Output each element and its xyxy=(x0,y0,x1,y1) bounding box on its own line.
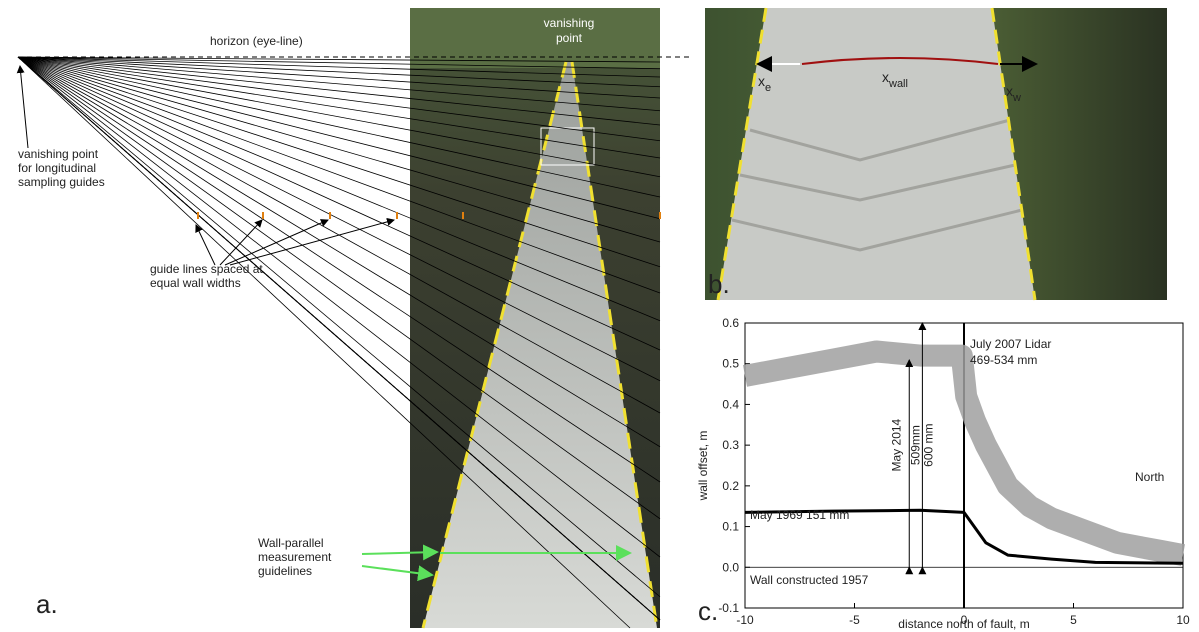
y-tick-label: 0.0 xyxy=(722,560,739,574)
label: sampling guides xyxy=(18,175,105,189)
x-tick-label: -5 xyxy=(849,613,860,627)
arrow xyxy=(16,65,29,149)
guide-line xyxy=(17,56,661,159)
symbol: xe xyxy=(758,73,771,94)
y-tick-label: 0.1 xyxy=(722,520,739,534)
guide-line xyxy=(17,56,661,268)
guide-line xyxy=(17,56,661,621)
y-tick-label: 0.2 xyxy=(722,479,739,493)
arrow xyxy=(361,565,434,582)
label: point xyxy=(556,31,583,45)
y-tick-label: 0.6 xyxy=(722,316,739,330)
guide-line xyxy=(17,56,661,70)
x-tick-label: 5 xyxy=(1070,613,1077,627)
guide-line xyxy=(17,56,661,243)
x-axis-label: distance north of fault, m xyxy=(898,617,1029,631)
guide-line xyxy=(17,56,631,629)
label: guide lines spaced at xyxy=(150,262,263,276)
measure-label: 600 mm xyxy=(921,423,935,466)
arrow xyxy=(224,219,329,266)
photo-trees xyxy=(410,8,660,68)
label: vanishing xyxy=(544,16,595,30)
series-line xyxy=(744,508,1184,565)
annotation: North xyxy=(1135,470,1164,484)
label: horizon (eye-line) xyxy=(210,34,303,48)
symbols: xe xwall xw xyxy=(758,69,1021,104)
guide-line xyxy=(17,56,661,178)
wall-edge xyxy=(421,61,568,629)
panel-label: c. xyxy=(698,596,718,626)
guide-line xyxy=(17,56,661,198)
guide-line xyxy=(17,56,661,88)
guide-line xyxy=(17,56,661,322)
panel-label: b. xyxy=(708,269,730,299)
annotation: May 2014 xyxy=(889,418,903,471)
label: measurement xyxy=(258,550,332,564)
arrow xyxy=(219,219,263,266)
guide-line xyxy=(17,56,661,142)
wall-edge xyxy=(570,61,659,629)
annotation: 469-534 mm xyxy=(970,353,1037,367)
guide-line xyxy=(17,56,661,63)
guide-line xyxy=(17,56,661,126)
y-tick-label: 0.5 xyxy=(722,357,739,371)
annotation: July 2007 Lidar xyxy=(970,337,1051,351)
y-axis-label: wall offset, m xyxy=(696,431,710,502)
y-tick-label: 0.4 xyxy=(722,397,739,411)
y-tick-label: -0.1 xyxy=(718,601,739,615)
panel-label: a. xyxy=(36,589,58,619)
arrow xyxy=(229,217,395,266)
wall-texture xyxy=(731,118,1023,252)
wall-edge xyxy=(990,7,1037,301)
guide-line xyxy=(17,56,661,99)
series-line xyxy=(742,340,1186,566)
label: Wall-parallel xyxy=(258,536,324,550)
guide-line xyxy=(17,56,661,558)
annotation: Wall constructed 1957 xyxy=(750,573,869,587)
measure-label: 509mm xyxy=(908,425,922,465)
guide-line xyxy=(17,56,661,78)
guide-line xyxy=(17,56,661,598)
guide-line xyxy=(17,56,661,382)
symbol: xwall xyxy=(882,69,908,90)
arrow xyxy=(195,224,216,266)
label: equal wall widths xyxy=(150,276,241,290)
x-tick-label: -10 xyxy=(736,613,754,627)
label: guidelines xyxy=(258,564,312,578)
guide-line xyxy=(17,56,661,520)
arrow xyxy=(801,57,999,65)
x-tick-label: 10 xyxy=(1176,613,1190,627)
x-tick-label: 0 xyxy=(961,613,968,627)
guide-line xyxy=(17,56,661,294)
guide-line xyxy=(17,56,661,448)
symbol: xw xyxy=(1006,83,1021,104)
arrow xyxy=(361,544,439,561)
chart: -0.1 0.0 0.1 0.2 0.3 0.4 0.5 0.6 -10 -5 0 5 10 distan… xyxy=(696,316,1190,631)
y-tick-label: 0.3 xyxy=(722,438,739,452)
guide-line xyxy=(17,56,661,483)
wall-photo xyxy=(718,8,1035,300)
guide-line xyxy=(17,56,661,112)
guide-lines xyxy=(17,56,661,629)
inset-box xyxy=(540,127,595,166)
annotation: May 1969 151 mm xyxy=(750,508,849,522)
guide-line xyxy=(17,56,661,351)
label: vanishing point xyxy=(18,147,99,161)
guide-line xyxy=(17,56,661,220)
label: for longitudinal xyxy=(18,161,96,175)
wall-photo xyxy=(423,62,657,628)
